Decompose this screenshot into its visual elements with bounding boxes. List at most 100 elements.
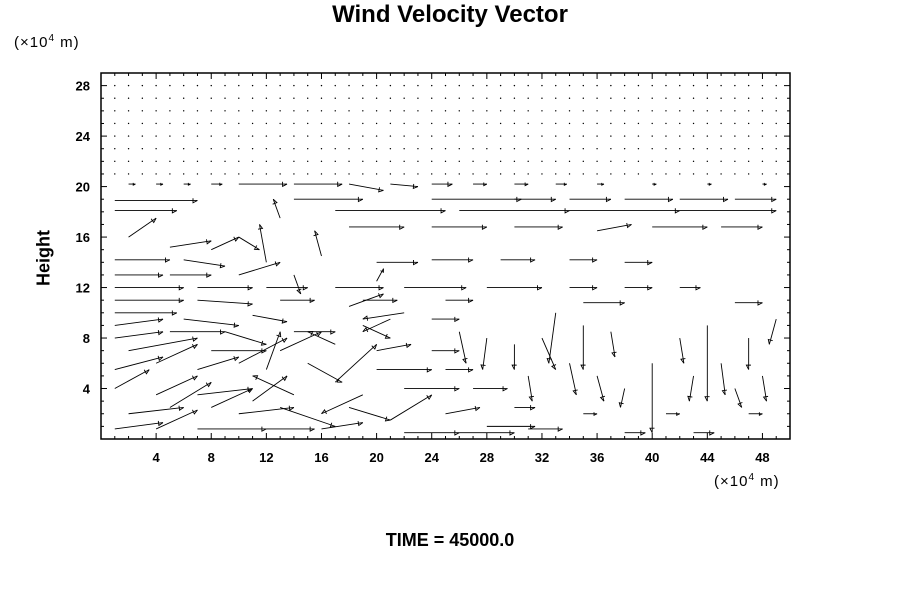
grid-dot: [389, 135, 392, 137]
vector-head: [132, 182, 136, 186]
wind-vector: [459, 430, 515, 436]
grid-dot: [182, 160, 185, 163]
wind-vector: [238, 181, 288, 188]
grid-dot: [472, 148, 474, 150]
grid-dot: [196, 160, 199, 163]
grid-dot: [527, 173, 529, 175]
y-tick-label: 4: [83, 382, 91, 397]
grid-dot: [127, 148, 130, 150]
vector-shaft: [211, 388, 253, 408]
wind-vector: [348, 293, 384, 307]
grid-dot: [706, 148, 709, 150]
grid-dot: [555, 97, 557, 99]
grid-dot: [114, 110, 116, 112]
wind-vector: [404, 285, 467, 291]
grid-dot: [210, 148, 212, 150]
vector-shaft: [548, 312, 557, 364]
wind-vector: [569, 196, 612, 203]
grid-dot: [362, 97, 364, 99]
grid-dot: [238, 122, 240, 125]
vector-head: [261, 426, 267, 432]
wind-vector: [265, 331, 282, 370]
wind-vector: [748, 412, 763, 417]
grid-dot: [527, 160, 529, 163]
vector-head: [687, 395, 693, 402]
wind-vector: [583, 300, 625, 306]
wind-vector: [596, 375, 606, 402]
vector-head: [564, 208, 570, 214]
wind-vector: [293, 196, 364, 203]
grid-dot: [169, 135, 171, 137]
wind-vector: [197, 386, 253, 396]
vector-head: [274, 261, 281, 267]
wind-vector: [335, 285, 384, 291]
grid-dot: [637, 148, 640, 150]
wind-vector: [349, 224, 405, 230]
grid-dot: [734, 97, 736, 99]
wind-vector: [362, 325, 391, 339]
vector-head: [447, 181, 453, 188]
grid-dot: [651, 122, 653, 125]
grid-dot: [513, 84, 516, 87]
grid-dot: [320, 97, 323, 99]
vector-head: [737, 402, 743, 408]
vector-shaft: [155, 375, 198, 396]
vector-head: [233, 355, 240, 362]
grid-dot: [320, 84, 323, 87]
grid-dot: [582, 110, 584, 112]
wind-vector: [693, 430, 715, 436]
wind-vector: [155, 375, 198, 396]
vector-head: [468, 367, 474, 373]
grid-dot: [169, 110, 171, 112]
grid-dot: [141, 148, 144, 150]
vector-shaft: [348, 293, 384, 307]
grid-dot: [444, 84, 447, 87]
vector-head: [276, 331, 282, 338]
grid-dot: [472, 173, 474, 175]
grid-dot: [127, 122, 130, 125]
grid-dot: [679, 122, 681, 125]
vector-shaft: [238, 261, 281, 276]
wind-vector: [569, 208, 680, 214]
vector-head: [158, 272, 164, 278]
grid-dot: [182, 173, 185, 175]
grid-dot: [472, 84, 474, 87]
wind-vector: [431, 257, 474, 263]
grid-dot: [210, 84, 212, 87]
vector-shaft: [252, 314, 288, 323]
grid-dot: [403, 160, 405, 163]
grid-dot: [610, 160, 612, 163]
grid-dot: [196, 173, 199, 175]
grid-dot: [403, 173, 405, 175]
grid-dot: [403, 97, 405, 99]
wind-vector: [128, 336, 198, 352]
grid-dot: [499, 110, 502, 112]
grid-dot: [775, 135, 777, 137]
vector-head: [723, 196, 729, 203]
grid-dot: [610, 173, 612, 175]
grid-dot: [775, 122, 777, 125]
wind-vector: [704, 325, 710, 402]
grid-dot: [679, 97, 681, 99]
wind-vector: [348, 407, 391, 422]
vector-head: [321, 408, 327, 415]
vector-shaft: [114, 331, 164, 339]
grid-dot: [444, 160, 447, 163]
grid-dot: [568, 148, 571, 150]
grid-dot: [734, 110, 736, 112]
grid-dot: [182, 110, 185, 112]
grid-dot: [665, 148, 667, 150]
y-units-exponent: 4: [48, 33, 56, 44]
grid-dot: [623, 173, 626, 175]
vector-head: [524, 182, 529, 187]
grid-dot: [610, 148, 612, 150]
grid-dot: [486, 135, 488, 137]
vector-head: [329, 422, 336, 428]
vector-shaft: [334, 344, 377, 383]
wind-vector: [569, 363, 578, 396]
vector-head: [309, 426, 315, 432]
grid-dot: [224, 160, 226, 163]
vector-head: [412, 183, 419, 190]
vector-shaft: [569, 363, 577, 395]
wind-vector: [707, 182, 712, 186]
